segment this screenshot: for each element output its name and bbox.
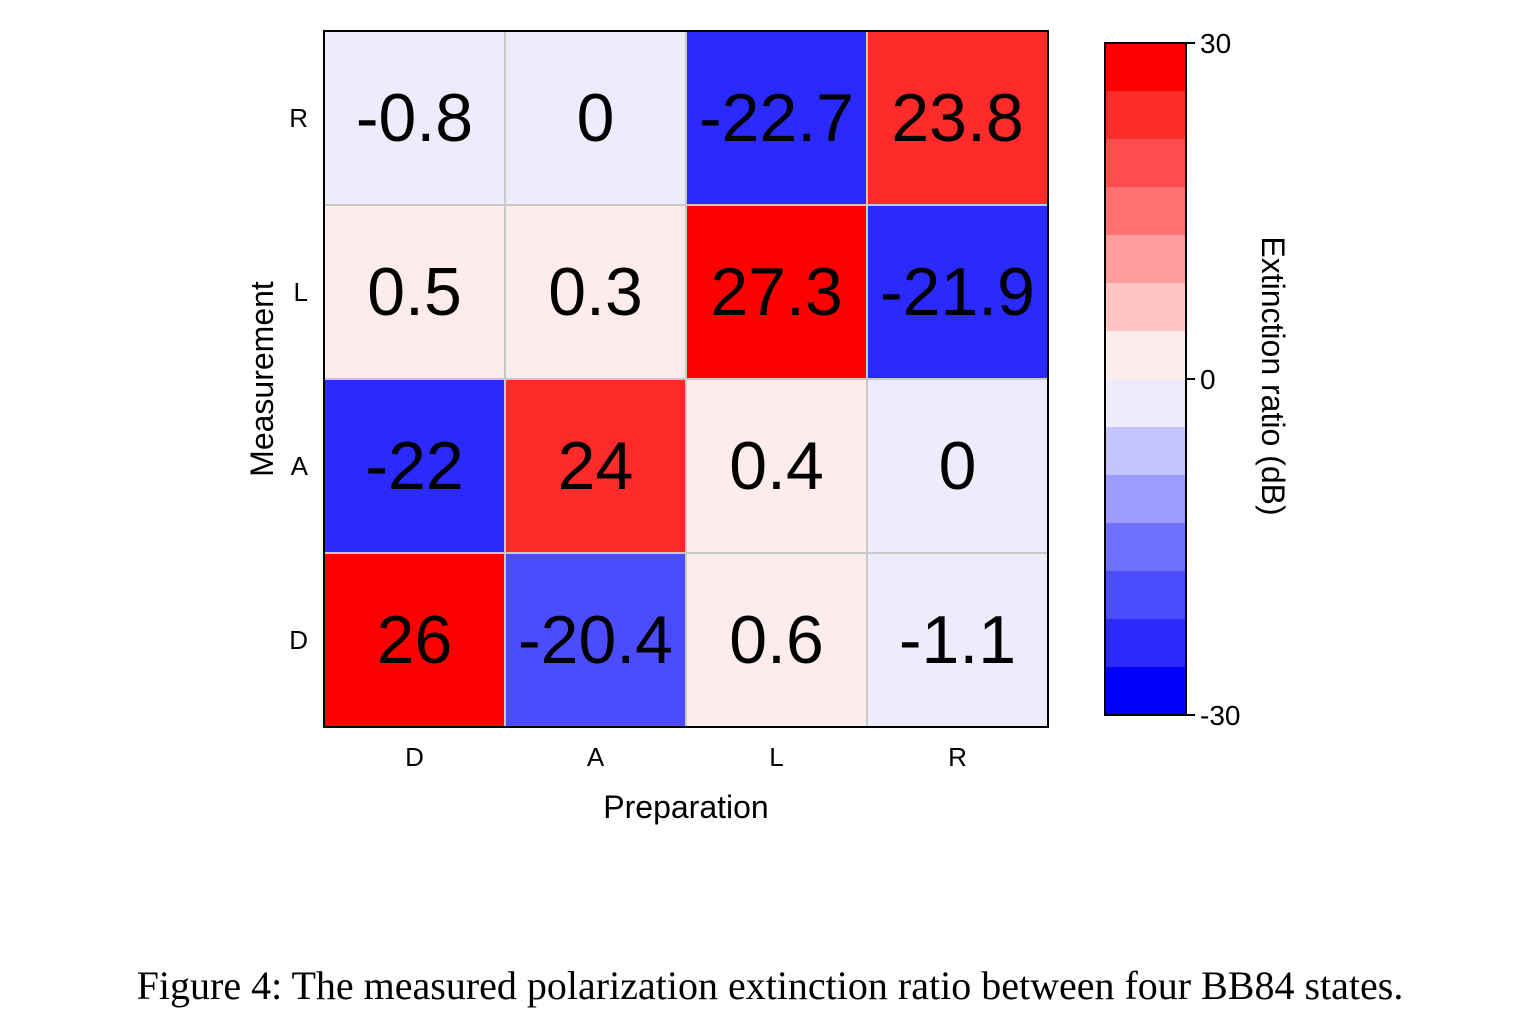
colorbar-step [1105, 43, 1186, 92]
cell-value: 0 [939, 428, 977, 504]
cell-value: 0.5 [367, 254, 462, 330]
colorbar-step [1105, 331, 1186, 380]
x-tick-label: D [405, 742, 424, 772]
y-tick-label: L [294, 277, 308, 307]
x-tick-label: A [587, 742, 605, 772]
heatmap-cell [504, 378, 687, 554]
colorbar-step [1105, 475, 1186, 524]
colorbar-step [1105, 379, 1186, 428]
colorbar-step [1105, 139, 1186, 188]
heatmap-figure: -0.8 0 -22.7 23.8 0.5 0.3 27.3 -21.9 -22 24 0.4 0 26… [244, 28, 1291, 825]
y-axis-label: Measurement [244, 281, 280, 477]
heatmap-cell [323, 552, 506, 728]
heatmap-cell [866, 204, 1049, 380]
heatmap-cell [866, 378, 1049, 554]
heatmap-cell [685, 552, 868, 728]
cell-value: -1.1 [899, 602, 1016, 678]
cell-value: -22 [365, 428, 463, 504]
y-tick-label: A [291, 451, 309, 481]
heatmap-cell [866, 30, 1049, 206]
heatmap-cell [504, 204, 687, 380]
colorbar-ticks: 30 0 -30 [1186, 28, 1240, 731]
cell-value: 0 [577, 80, 615, 156]
colorbar [1105, 43, 1186, 716]
colorbar-tick-label: 30 [1200, 28, 1231, 59]
cell-value: -21.9 [880, 254, 1035, 330]
colorbar-label: Extinction ratio (dB) [1255, 236, 1291, 515]
cell-value: -0.8 [356, 80, 473, 156]
heatmap-cell [323, 30, 506, 206]
colorbar-step [1105, 427, 1186, 476]
colorbar-step [1105, 187, 1186, 236]
cell-value: 0.3 [548, 254, 643, 330]
x-tick-label: R [948, 742, 967, 772]
cell-value-labels: -0.8 0 -22.7 23.8 0.5 0.3 27.3 -21.9 -22 24 0.4 0 26… [356, 80, 1035, 678]
heatmap-cell [504, 30, 687, 206]
heatmap-frame [323, 30, 1049, 728]
x-axis-label: Preparation [603, 789, 768, 825]
colorbar-step [1105, 571, 1186, 620]
cell-value: 24 [558, 428, 634, 504]
heatmap-cells [323, 30, 1049, 728]
figure-caption: Figure 4: The measured polarization exti… [136, 963, 1404, 1008]
heatmap-cell [504, 552, 687, 728]
colorbar-step [1105, 283, 1186, 332]
cell-value: 26 [377, 602, 453, 678]
cell-value: -20.4 [518, 602, 673, 678]
heatmap-cell [323, 204, 506, 380]
x-tick-label: L [769, 742, 783, 772]
cell-value: 23.8 [891, 80, 1023, 156]
colorbar-tick-label: -30 [1200, 700, 1240, 731]
y-tick-label: R [289, 103, 308, 133]
colorbar-step [1105, 523, 1186, 572]
colorbar-step [1105, 667, 1186, 716]
colorbar-tick-label: 0 [1200, 364, 1216, 395]
colorbar-step [1105, 619, 1186, 668]
heatmap-cell [866, 552, 1049, 728]
colorbar-step [1105, 235, 1186, 284]
cell-value: 27.3 [710, 254, 842, 330]
colorbar-step [1105, 91, 1186, 140]
cell-value: 0.6 [729, 602, 824, 678]
cell-value: 0.4 [729, 428, 824, 504]
cell-value: -22.7 [699, 80, 854, 156]
y-tick-label: D [289, 625, 308, 655]
y-tick-labels: R L A D [289, 103, 308, 655]
